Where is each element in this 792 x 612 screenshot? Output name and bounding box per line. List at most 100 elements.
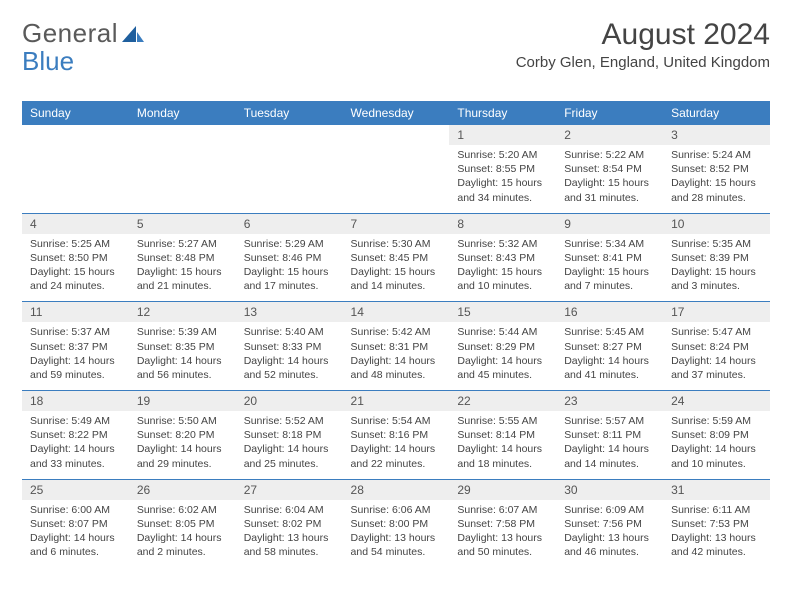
sunset-text: Sunset: 8:55 PM	[457, 162, 548, 176]
daylight-text: Daylight: 14 hours and 52 minutes.	[244, 354, 335, 382]
sunrise-text: Sunrise: 5:34 AM	[564, 237, 655, 251]
date-number-cell: 26	[129, 480, 236, 500]
day-detail-cell: Sunrise: 5:34 AMSunset: 8:41 PMDaylight:…	[556, 234, 663, 302]
sunset-text: Sunset: 7:58 PM	[457, 517, 548, 531]
sunset-text: Sunset: 8:00 PM	[351, 517, 442, 531]
sunrise-text: Sunrise: 6:04 AM	[244, 503, 335, 517]
sunrise-text: Sunrise: 5:45 AM	[564, 325, 655, 339]
date-number-cell: 13	[236, 302, 343, 322]
date-number-cell: 4	[22, 214, 129, 234]
sunrise-text: Sunrise: 5:52 AM	[244, 414, 335, 428]
sunrise-text: Sunrise: 5:55 AM	[457, 414, 548, 428]
daylight-text: Daylight: 13 hours and 54 minutes.	[351, 531, 442, 559]
sunset-text: Sunset: 8:14 PM	[457, 428, 548, 442]
sunrise-text: Sunrise: 5:27 AM	[137, 237, 228, 251]
date-number-cell: 7	[343, 214, 450, 234]
day-detail-row: Sunrise: 5:25 AMSunset: 8:50 PM Daylight:…	[22, 234, 770, 302]
date-number-cell	[236, 125, 343, 145]
day-detail-cell: Sunrise: 5:27 AMSunset: 8:48 PMDaylight:…	[129, 234, 236, 302]
date-number-cell	[343, 125, 450, 145]
daylight-text: Daylight: 15 hours and 17 minutes.	[244, 265, 335, 293]
title-block: August 2024 Corby Glen, England, United …	[516, 18, 770, 71]
date-number-cell: 25	[22, 480, 129, 500]
weekday-header: Tuesday	[236, 101, 343, 125]
daylight-text: Daylight: 14 hours and 18 minutes.	[457, 442, 548, 470]
sunrise-text: Sunrise: 6:02 AM	[137, 503, 228, 517]
sunset-text: Sunset: 8:18 PM	[244, 428, 335, 442]
logo-word2: Blue	[22, 46, 74, 77]
day-detail-cell	[236, 145, 343, 213]
date-number-cell: 18	[22, 391, 129, 411]
daylight-text: Daylight: 14 hours and 45 minutes.	[457, 354, 548, 382]
day-detail-cell: Sunrise: 5:55 AMSunset: 8:14 PMDaylight:…	[449, 411, 556, 479]
date-number-row: 11121314151617	[22, 302, 770, 322]
sunrise-text: Sunrise: 5:39 AM	[137, 325, 228, 339]
day-detail-cell: Sunrise: 5:20 AMSunset: 8:55 PMDaylight:…	[449, 145, 556, 213]
daylight-text: Daylight: 14 hours and 10 minutes.	[671, 442, 762, 470]
date-number-cell: 20	[236, 391, 343, 411]
daylight-text: Daylight: 15 hours and 3 minutes.	[671, 265, 762, 293]
logo-word1: General	[22, 18, 118, 49]
sunset-text: Sunset: 8:22 PM	[30, 428, 121, 442]
daylight-text: Daylight: 13 hours and 42 minutes.	[671, 531, 762, 559]
sunset-text: Sunset: 8:31 PM	[351, 340, 442, 354]
day-detail-cell: Sunrise: 5:32 AMSunset: 8:43 PMDaylight:…	[449, 234, 556, 302]
date-number-cell: 8	[449, 214, 556, 234]
sunset-text: Sunset: 8:09 PM	[671, 428, 762, 442]
day-detail-cell: Sunrise: 6:06 AMSunset: 8:00 PMDaylight:…	[343, 500, 450, 568]
date-number-cell: 19	[129, 391, 236, 411]
sunset-text: Sunset: 8:20 PM	[137, 428, 228, 442]
day-detail-cell: Sunrise: 5:47 AMSunset: 8:24 PMDaylight:…	[663, 322, 770, 390]
sunrise-text: Sunrise: 5:44 AM	[457, 325, 548, 339]
sunrise-text: Sunrise: 5:25 AM	[30, 237, 121, 251]
day-detail-cell	[22, 145, 129, 213]
day-detail-cell: Sunrise: 5:24 AMSunset: 8:52 PMDaylight:…	[663, 145, 770, 213]
date-number-cell: 2	[556, 125, 663, 145]
date-number-cell: 14	[343, 302, 450, 322]
sunrise-text: Sunrise: 5:42 AM	[351, 325, 442, 339]
sunrise-text: Sunrise: 5:24 AM	[671, 148, 762, 162]
sunset-text: Sunset: 8:41 PM	[564, 251, 655, 265]
day-detail-cell: Sunrise: 6:07 AMSunset: 7:58 PMDaylight:…	[449, 500, 556, 568]
sunrise-text: Sunrise: 6:00 AM	[30, 503, 121, 517]
date-number-cell	[129, 125, 236, 145]
daylight-text: Daylight: 13 hours and 46 minutes.	[564, 531, 655, 559]
weekday-header: Sunday	[22, 101, 129, 125]
weekday-header: Monday	[129, 101, 236, 125]
weekday-header: Wednesday	[343, 101, 450, 125]
day-detail-cell: Sunrise: 5:52 AMSunset: 8:18 PMDaylight:…	[236, 411, 343, 479]
daylight-text: Daylight: 13 hours and 58 minutes.	[244, 531, 335, 559]
date-number-cell	[22, 125, 129, 145]
date-number-row: 45678910	[22, 214, 770, 234]
sunrise-text: Sunrise: 5:32 AM	[457, 237, 548, 251]
daylight-text: Daylight: 15 hours and 10 minutes.	[457, 265, 548, 293]
daylight-text: Daylight: 14 hours and 25 minutes.	[244, 442, 335, 470]
date-number-cell: 3	[663, 125, 770, 145]
daylight-text: Daylight: 14 hours and 59 minutes.	[30, 354, 121, 382]
sunset-text: Sunset: 8:05 PM	[137, 517, 228, 531]
day-detail-cell: Sunrise: 5:57 AMSunset: 8:11 PMDaylight:…	[556, 411, 663, 479]
daylight-text: Daylight: 15 hours and 21 minutes.	[137, 265, 228, 293]
sunset-text: Sunset: 8:16 PM	[351, 428, 442, 442]
sunrise-text: Sunrise: 5:20 AM	[457, 148, 548, 162]
date-number-cell: 27	[236, 480, 343, 500]
sunrise-text: Sunrise: 6:07 AM	[457, 503, 548, 517]
sunset-text: Sunset: 8:37 PM	[30, 340, 121, 354]
date-number-cell: 21	[343, 391, 450, 411]
day-detail-cell: Sunrise: 5:49 AMSunset: 8:22 PMDaylight:…	[22, 411, 129, 479]
sunset-text: Sunset: 8:29 PM	[457, 340, 548, 354]
page-header: General August 2024 Corby Glen, England,…	[22, 18, 770, 71]
month-title: August 2024	[516, 18, 770, 52]
day-detail-cell: Sunrise: 5:45 AMSunset: 8:27 PMDaylight:…	[556, 322, 663, 390]
sunset-text: Sunset: 8:11 PM	[564, 428, 655, 442]
sunset-text: Sunset: 8:50 PM	[30, 251, 121, 265]
weekday-header: Thursday	[449, 101, 556, 125]
sunset-text: Sunset: 8:43 PM	[457, 251, 548, 265]
day-detail-cell: Sunrise: 6:00 AMSunset: 8:07 PMDaylight:…	[22, 500, 129, 568]
sunset-text: Sunset: 8:54 PM	[564, 162, 655, 176]
day-detail-cell: Sunrise: 5:54 AMSunset: 8:16 PMDaylight:…	[343, 411, 450, 479]
date-number-cell: 16	[556, 302, 663, 322]
daylight-text: Daylight: 14 hours and 37 minutes.	[671, 354, 762, 382]
daylight-text: Daylight: 14 hours and 22 minutes.	[351, 442, 442, 470]
date-number-cell: 9	[556, 214, 663, 234]
